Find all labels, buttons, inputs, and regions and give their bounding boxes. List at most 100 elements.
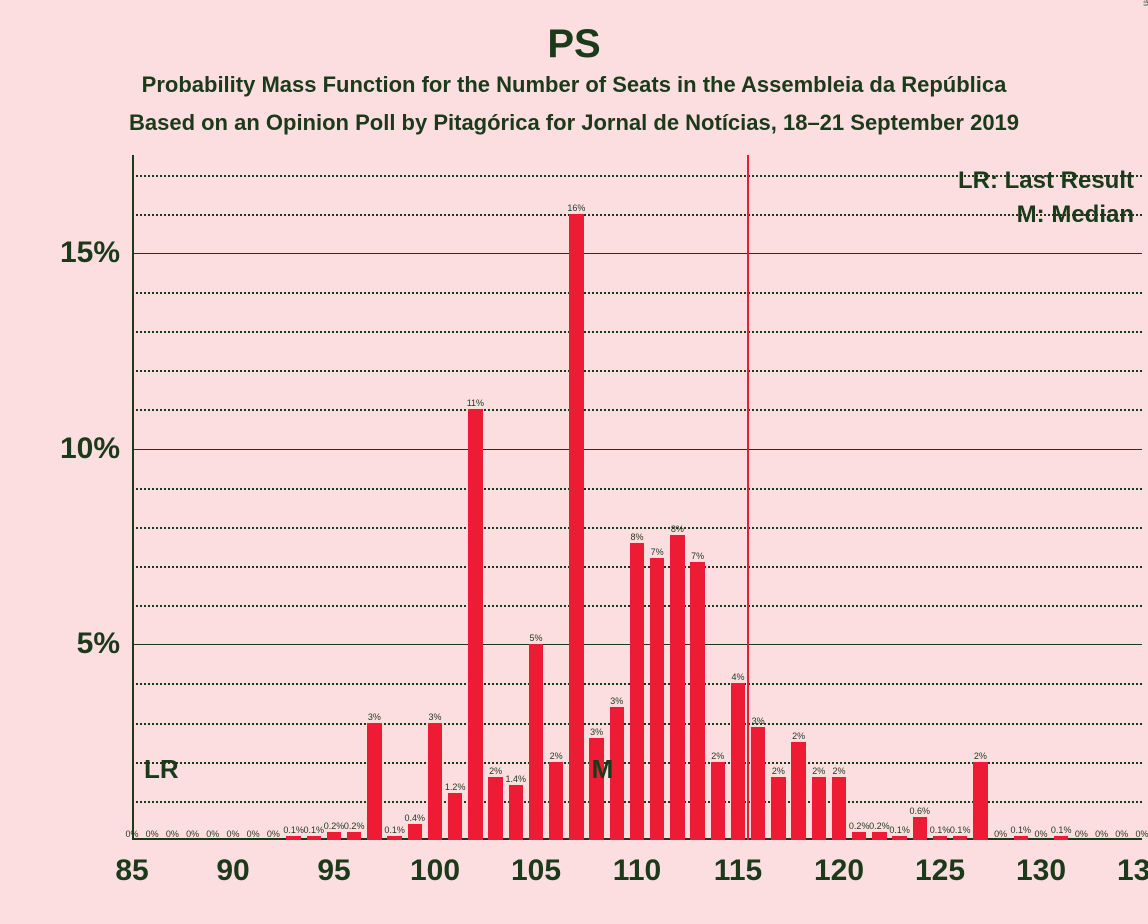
bar-value-label: 0.2% (344, 821, 365, 832)
bar-value-label: 5% (529, 633, 542, 644)
bar-value-label: 3% (752, 716, 765, 727)
bar-value-label: 0% (1075, 829, 1088, 840)
bar-value-label: 2% (550, 751, 563, 762)
bar: 4% (731, 683, 746, 840)
bar-value-label: 0.1% (1011, 825, 1032, 836)
bar-value-label: 3% (610, 696, 623, 707)
grid-minor (132, 488, 1142, 490)
bar: 0.6% (913, 817, 928, 840)
bar-value-label: 2% (711, 751, 724, 762)
bar-value-label: 4% (731, 672, 744, 683)
bar-value-label: 0.4% (405, 813, 426, 824)
bar: 2% (791, 742, 806, 840)
bar-value-label: 0.1% (304, 825, 325, 836)
legend-lr: LR: Last Result (958, 167, 1134, 195)
y-axis-tick-label: 10% (60, 432, 132, 466)
bar-value-label: 0.2% (849, 821, 870, 832)
x-axis-tick-label: 100 (410, 840, 460, 888)
bar-value-label: 7% (691, 551, 704, 562)
bar-value-label: 0.1% (889, 825, 910, 836)
bar-value-label: 0% (994, 829, 1007, 840)
y-axis-tick-label: 5% (77, 627, 132, 661)
bar: 0.1% (307, 836, 322, 840)
bar-value-label: 1.2% (445, 782, 466, 793)
bar: 16% (569, 214, 584, 840)
bar: 3% (367, 723, 382, 840)
bar: 7% (650, 558, 665, 840)
bar: 2% (812, 777, 827, 840)
bar: 0.1% (1054, 836, 1069, 840)
bar: 0.2% (327, 832, 342, 840)
grid-major (132, 449, 1142, 450)
bar: 8% (630, 543, 645, 840)
bar: 0.1% (953, 836, 968, 840)
grid-major (132, 253, 1142, 254)
bar-value-label: 0.2% (869, 821, 890, 832)
bar: 0.2% (852, 832, 867, 840)
bar-value-label: 0.6% (910, 806, 931, 817)
bar-value-label: 0.1% (1051, 825, 1072, 836)
bar: 1.2% (448, 793, 463, 840)
bar-value-label: 11% (467, 398, 484, 409)
grid-minor (132, 292, 1142, 294)
bar-value-label: 0% (125, 829, 138, 840)
bar-value-label: 0.1% (283, 825, 304, 836)
grid-minor (132, 409, 1142, 411)
median-line (747, 155, 749, 840)
y-axis (132, 155, 134, 840)
bar: 5% (529, 644, 544, 840)
bar-value-label: 2% (772, 766, 785, 777)
bar-value-label: 2% (832, 766, 845, 777)
x-axis-tick-label: 135 (1117, 840, 1148, 888)
bar: 2% (549, 762, 564, 840)
bar-value-label: 8% (630, 532, 643, 543)
bar: 0.1% (933, 836, 948, 840)
bar-value-label: 0% (146, 829, 159, 840)
x-axis-tick-label: 95 (317, 840, 350, 888)
bar-value-label: 0.1% (384, 825, 405, 836)
x-axis-tick-label: 85 (115, 840, 148, 888)
bar: 0.1% (1014, 836, 1029, 840)
bar-value-label: 7% (651, 547, 664, 558)
bar-value-label: 3% (428, 712, 441, 723)
x-axis-tick-label: 110 (613, 840, 661, 888)
plot-area: 5%10%15%8590951001051101151201251301350%… (132, 155, 1142, 840)
m-marker: M (592, 754, 614, 785)
x-axis-tick-label: 105 (511, 840, 561, 888)
bar: 0.4% (408, 824, 423, 840)
bar: 2% (488, 777, 503, 840)
bar-value-label: 0% (1095, 829, 1108, 840)
chart-subtitle-2: Based on an Opinion Poll by Pitagórica f… (0, 110, 1148, 136)
bar: 7% (690, 562, 705, 840)
bar: 0.1% (892, 836, 907, 840)
legend-m: M: Median (1017, 201, 1134, 229)
bar-value-label: 0% (1034, 829, 1047, 840)
x-axis-tick-label: 125 (915, 840, 965, 888)
bar: 3% (751, 727, 766, 841)
bar-value-label: 0% (186, 829, 199, 840)
bar-value-label: 0% (166, 829, 179, 840)
bar-value-label: 1.4% (506, 774, 527, 785)
y-axis-tick-label: 15% (60, 236, 132, 270)
bar-value-label: 0.1% (930, 825, 951, 836)
bar-value-label: 2% (792, 731, 805, 742)
bar-value-label: 2% (489, 766, 502, 777)
grid-minor (132, 370, 1142, 372)
bar-value-label: 0% (1115, 829, 1128, 840)
chart-title: PS (0, 22, 1148, 67)
chart-subtitle-1: Probability Mass Function for the Number… (0, 72, 1148, 98)
bar-value-label: 0% (267, 829, 280, 840)
bar: 2% (832, 777, 847, 840)
bar: 0.2% (347, 832, 362, 840)
grid-minor (132, 527, 1142, 529)
bar: 2% (771, 777, 786, 840)
bar: 8% (670, 535, 685, 840)
bar: 2% (973, 762, 988, 840)
bar-value-label: 3% (590, 727, 603, 738)
bar-value-label: 2% (812, 766, 825, 777)
lr-marker: LR (144, 754, 179, 785)
bar-value-label: 0.2% (324, 821, 345, 832)
x-axis-tick-label: 90 (216, 840, 249, 888)
bar-value-label: 0% (206, 829, 219, 840)
x-axis-tick-label: 130 (1016, 840, 1066, 888)
